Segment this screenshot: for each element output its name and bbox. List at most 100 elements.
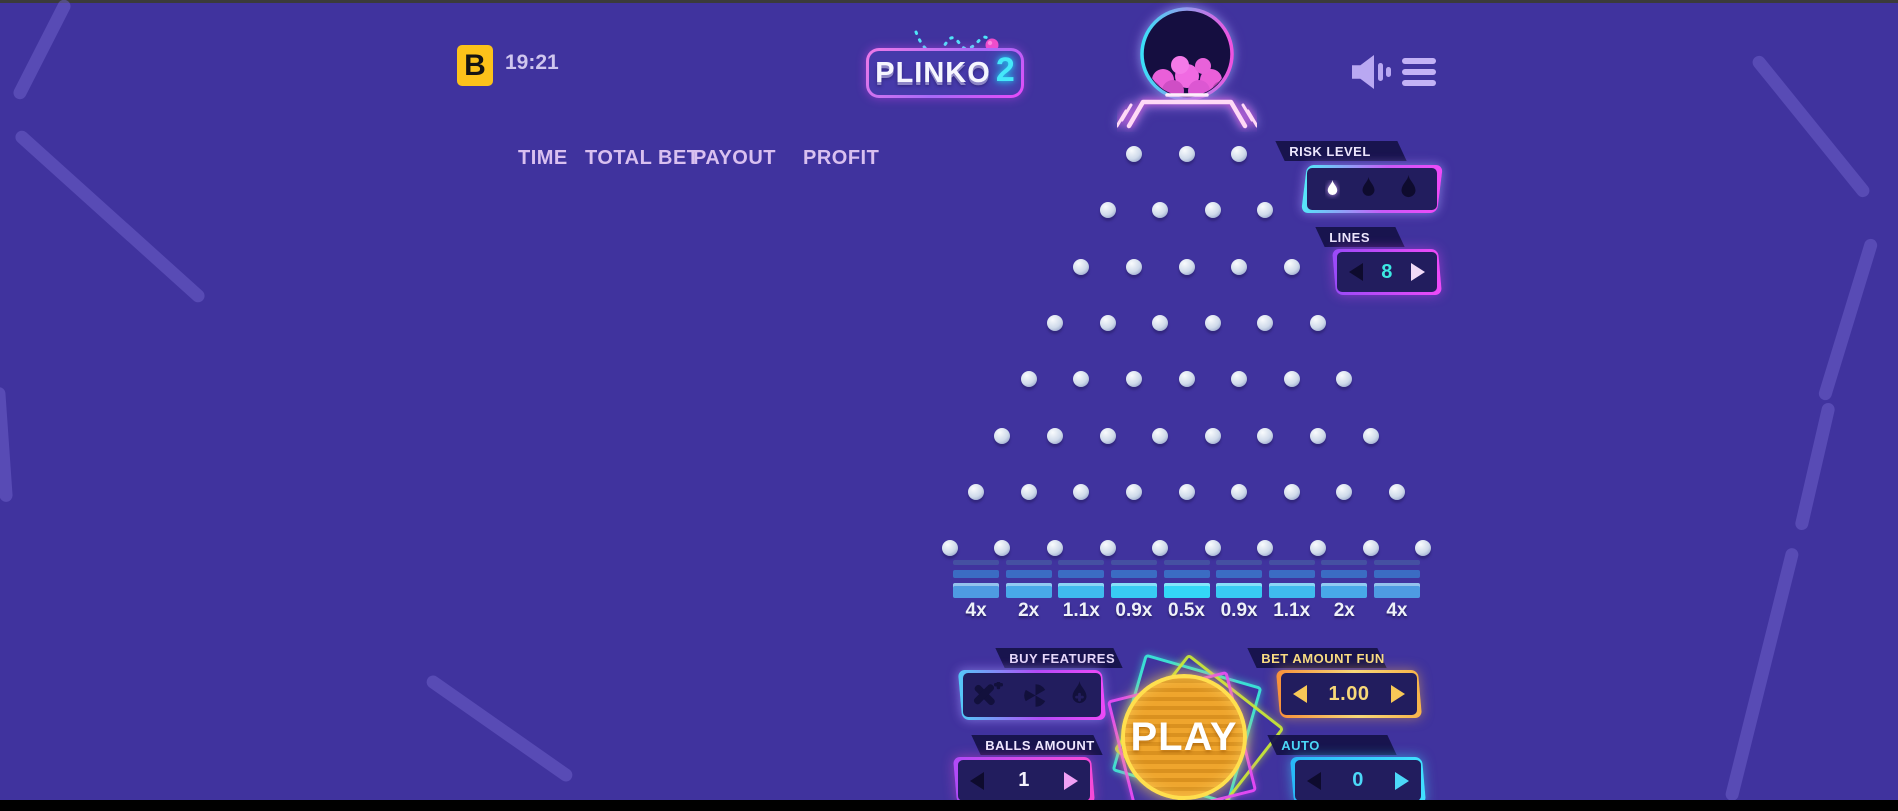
flame-high-icon[interactable]	[1397, 175, 1420, 203]
hopper-stand	[1117, 99, 1257, 129]
slot-bar-top	[1058, 560, 1105, 565]
slot-bar-mid	[953, 570, 1000, 578]
peg	[968, 483, 985, 500]
peg	[1204, 202, 1221, 219]
slot-bar-mid	[1321, 570, 1368, 578]
slot-bar-mid	[1058, 570, 1105, 578]
multiplier-slot: 4x	[1373, 560, 1420, 622]
bg-streak	[1817, 237, 1879, 402]
slot-multiplier-label: 4x	[1386, 600, 1408, 621]
peg	[1152, 202, 1169, 219]
peg	[1178, 371, 1195, 388]
lines-stepper: 8	[1331, 249, 1443, 295]
balls-increase-button[interactable]	[1064, 771, 1078, 790]
slot-bar-bottom	[1268, 583, 1315, 598]
slot-multiplier-label: 4x	[965, 600, 987, 621]
multiplier-slot: 1.1x	[1268, 560, 1315, 622]
slot-bar-bottom	[1005, 583, 1052, 598]
slot-bar-top	[1373, 560, 1420, 565]
slot-bar-top	[1110, 560, 1157, 565]
slot-bar-mid	[1373, 570, 1420, 578]
buy-features-banner: BUY FEATURES	[995, 648, 1123, 668]
slot-multiplier-label: 1.1x	[1062, 600, 1100, 621]
bg-streak	[1749, 53, 1873, 200]
bet-amount-value: 1.00	[1328, 682, 1370, 705]
peg	[1099, 314, 1116, 331]
slot-multiplier-label: 0.9x	[1115, 600, 1153, 621]
balls-amount-label: BALLS AMOUNT	[985, 737, 1095, 753]
peg	[1336, 371, 1353, 388]
risk-level-selector[interactable]	[1301, 165, 1443, 213]
slot-bar-mid	[1005, 570, 1052, 578]
peg	[1020, 483, 1037, 500]
slot-multiplier-label: 1.1x	[1273, 600, 1311, 621]
peg	[1231, 371, 1248, 388]
lines-decrease-button[interactable]	[1349, 263, 1363, 281]
slot-multiplier-label: 0.9x	[1220, 600, 1258, 621]
peg	[1125, 483, 1142, 500]
slot-bar-top	[1005, 560, 1052, 565]
balls-amount-stepper: 1	[952, 757, 1096, 804]
brand-badge[interactable]: B	[457, 45, 493, 86]
peg	[1257, 314, 1274, 331]
slot-multiplier-label: 2x	[1333, 600, 1355, 621]
peg	[994, 427, 1011, 444]
peg	[1178, 483, 1195, 500]
peg	[1283, 483, 1300, 500]
plinko2-logo: PLINKO 2	[866, 18, 1044, 103]
flame-medium-icon[interactable]	[1359, 177, 1378, 201]
peg	[1257, 202, 1274, 219]
lines-banner: LINES	[1315, 227, 1405, 247]
bg-streak	[1794, 401, 1836, 532]
slot-bar-bottom	[1058, 583, 1105, 598]
peg	[1310, 427, 1326, 444]
cyclone-icon[interactable]	[1022, 682, 1049, 709]
peg	[1257, 427, 1274, 444]
peg	[1204, 314, 1221, 331]
play-button[interactable]: PLAY	[1121, 674, 1247, 800]
peg	[1125, 258, 1142, 275]
bg-streak	[0, 386, 13, 503]
top-edge-strip	[0, 0, 1898, 3]
flame-plus-icon[interactable]	[1068, 681, 1091, 709]
slot-bar-bottom	[1373, 583, 1420, 598]
bottom-edge-strip	[0, 800, 1898, 811]
bet-increase-button[interactable]	[1391, 685, 1405, 703]
logo-text: PLINKO	[875, 56, 991, 89]
flame-low-icon[interactable]	[1325, 179, 1340, 199]
balls-amount-banner: BALLS AMOUNT	[971, 735, 1103, 755]
auto-decrease-button[interactable]	[1307, 771, 1321, 790]
peg	[1231, 146, 1248, 162]
slot-bar-bottom	[1216, 583, 1263, 598]
peg	[1125, 146, 1142, 162]
bet-decrease-button[interactable]	[1293, 685, 1307, 703]
peg	[1257, 540, 1274, 557]
bet-amount-stepper: 1.00	[1275, 670, 1423, 718]
history-col-time: TIME	[518, 147, 568, 169]
slot-bar-top	[1268, 560, 1315, 565]
peg	[1362, 540, 1379, 557]
lines-increase-button[interactable]	[1411, 263, 1425, 281]
peg	[1283, 371, 1300, 388]
slot-bar-mid	[1268, 570, 1315, 578]
bet-amount-banner: BET AMOUNT FUN	[1247, 648, 1387, 668]
peg	[1047, 540, 1063, 557]
multiplier-plus-icon[interactable]	[973, 682, 1004, 708]
auto-increase-button[interactable]	[1395, 771, 1409, 790]
multiplier-slot: 0.9x	[1216, 560, 1263, 622]
multiplier-slot: 4x	[953, 560, 1000, 622]
peg	[1310, 314, 1326, 331]
hamburger-menu-icon[interactable]	[1402, 58, 1436, 86]
buy-features-box[interactable]	[957, 670, 1107, 720]
peg	[1231, 483, 1248, 500]
slot-bar-mid	[1163, 570, 1210, 578]
risk-level-banner: RISK LEVEL	[1275, 141, 1407, 161]
balls-amount-value: 1	[1018, 769, 1030, 791]
volume-bar-icon	[1378, 63, 1383, 81]
balls-decrease-button[interactable]	[970, 771, 984, 790]
sound-icon[interactable]	[1352, 55, 1394, 89]
peg	[1204, 540, 1221, 557]
history-col-total-bet: TOTAL BET	[585, 147, 700, 169]
peg	[1336, 483, 1353, 500]
